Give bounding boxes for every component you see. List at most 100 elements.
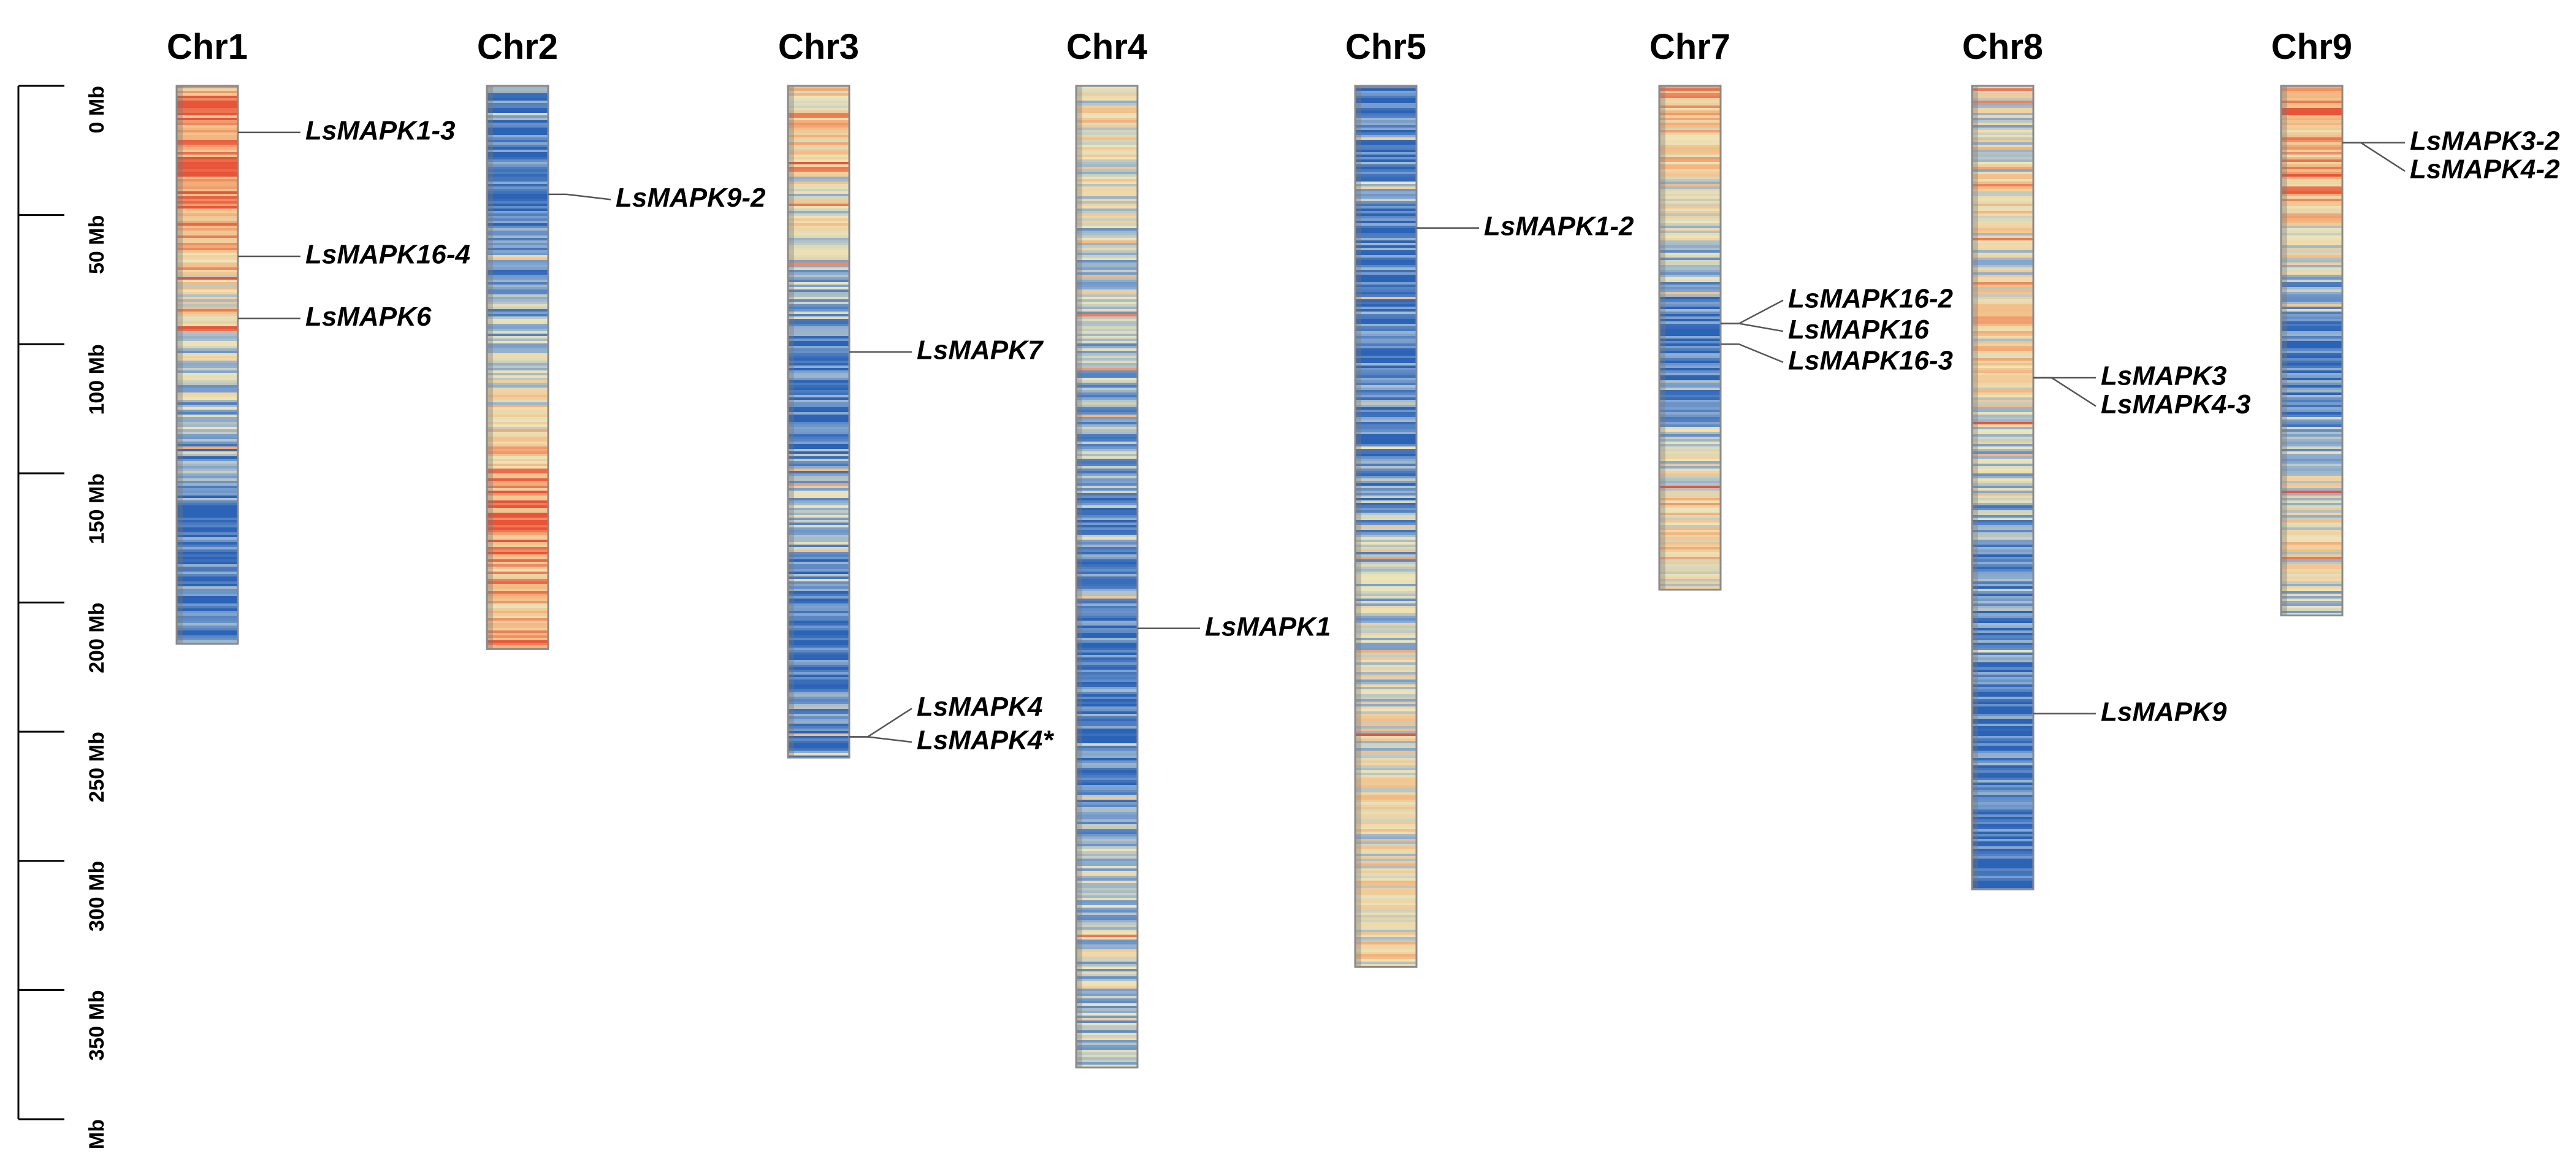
chromosome-outline [1971, 85, 2035, 890]
density-band [1355, 883, 1416, 886]
density-band [1076, 758, 1137, 761]
density-band [177, 275, 238, 278]
density-band [788, 613, 849, 616]
density-band [1355, 522, 1416, 526]
density-band [1076, 86, 1137, 89]
density-band [1355, 434, 1416, 437]
density-band [487, 331, 548, 334]
density-band [487, 508, 548, 511]
density-band [1076, 692, 1137, 695]
density-band [177, 324, 238, 327]
density-band [1972, 248, 2033, 251]
density-band [1076, 618, 1137, 621]
density-band [788, 182, 849, 185]
density-band [788, 753, 849, 756]
density-band [1355, 770, 1416, 773]
density-band [1076, 819, 1137, 822]
density-band [1659, 172, 1721, 175]
density-band [1972, 613, 2033, 616]
density-band [1972, 137, 2033, 140]
density-band [788, 336, 849, 339]
density-band [1355, 451, 1416, 454]
density-band [1076, 123, 1137, 126]
density-band [177, 584, 238, 587]
density-band [177, 137, 238, 140]
density-band [788, 88, 849, 91]
density-band [1076, 790, 1137, 793]
density-band [1972, 866, 2033, 869]
density-band [1355, 282, 1416, 285]
density-band [177, 113, 238, 116]
density-band [1076, 125, 1137, 128]
density-band [1659, 366, 1721, 369]
density-band [487, 500, 548, 503]
density-band [1076, 105, 1137, 109]
density-band [788, 714, 849, 717]
density-band [177, 235, 238, 239]
density-band [1076, 285, 1137, 288]
density-band [2281, 545, 2342, 548]
density-band [788, 552, 849, 555]
density-band [1659, 373, 1721, 376]
density-band [1355, 358, 1416, 361]
density-band [177, 287, 238, 290]
density-band [1659, 196, 1721, 199]
density-band [788, 699, 849, 702]
density-band [1355, 331, 1416, 334]
density-band [1972, 670, 2033, 673]
density-band [1659, 282, 1721, 285]
density-band [1076, 886, 1137, 889]
density-band [788, 397, 849, 400]
density-band [1659, 88, 1721, 91]
density-band [1972, 189, 2033, 192]
density-band [2281, 164, 2342, 167]
density-band [1972, 164, 2033, 167]
density-band [1355, 439, 1416, 442]
density-band [177, 461, 238, 464]
density-band [2281, 91, 2342, 94]
density-band [1355, 653, 1416, 656]
density-band [1972, 581, 2033, 584]
density-band [1972, 596, 2033, 599]
density-band [1659, 449, 1721, 452]
scale-tick-label: 400 Mb [85, 1119, 109, 1156]
density-band [1355, 150, 1416, 153]
density-band [1972, 486, 2033, 489]
density-band [1355, 159, 1416, 163]
density-band [1972, 743, 2033, 746]
density-band [1076, 581, 1137, 584]
density-band [1076, 366, 1137, 369]
density-band [1076, 289, 1137, 293]
density-band [1972, 108, 2033, 111]
density-band [1076, 621, 1137, 624]
density-band [1659, 552, 1721, 555]
density-band [788, 316, 849, 320]
density-band [1355, 417, 1416, 420]
density-band [1355, 378, 1416, 381]
density-band [1076, 240, 1137, 243]
density-band [2281, 233, 2342, 236]
density-band [1076, 353, 1137, 356]
density-band [1076, 265, 1137, 268]
density-band [788, 167, 849, 170]
density-band [177, 542, 238, 545]
density-band [788, 611, 849, 614]
density-band [1355, 388, 1416, 391]
density-band [1076, 797, 1137, 800]
density-band [1972, 731, 2033, 734]
density-band [788, 719, 849, 722]
density-band [1972, 883, 2033, 886]
density-band [1659, 356, 1721, 359]
density-band [1972, 783, 2033, 786]
density-band [1355, 366, 1416, 369]
density-band [177, 307, 238, 310]
density-band [788, 427, 849, 430]
density-band [487, 199, 548, 202]
density-band [1972, 179, 2033, 182]
density-band [177, 601, 238, 604]
density-band [1659, 228, 1721, 231]
density-band [2281, 500, 2342, 503]
density-band [487, 280, 548, 283]
density-band [1076, 326, 1137, 329]
density-band [1076, 213, 1137, 216]
